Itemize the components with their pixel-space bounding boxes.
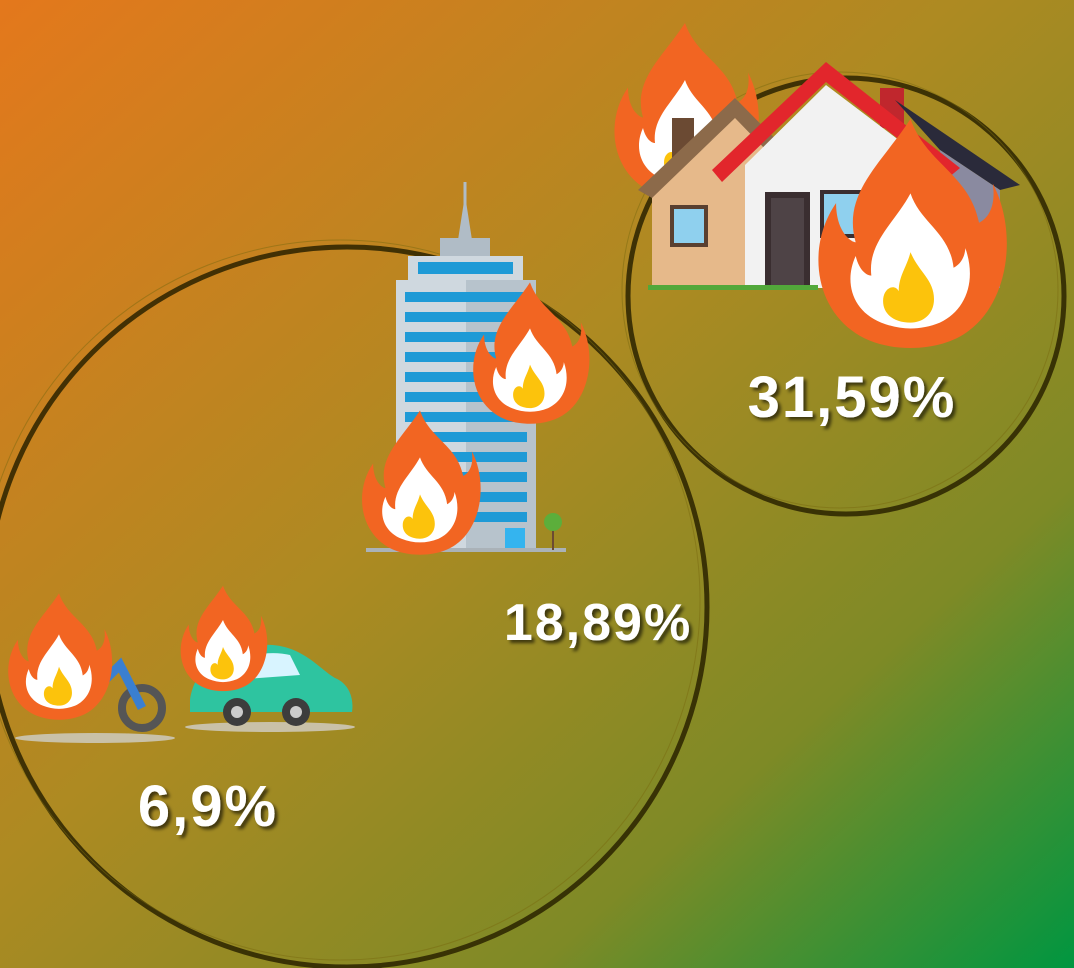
percentage-label: 31,59%	[748, 365, 957, 430]
circle-shadow	[0, 244, 710, 968]
house-icon	[614, 23, 1020, 349]
percentage-label: 18,89%	[504, 594, 692, 652]
circle	[621, 71, 1059, 509]
vehicles-icon	[8, 585, 355, 743]
tower-icon	[362, 182, 590, 555]
percentage-label: 6,9%	[138, 774, 278, 839]
circle	[0, 239, 701, 961]
